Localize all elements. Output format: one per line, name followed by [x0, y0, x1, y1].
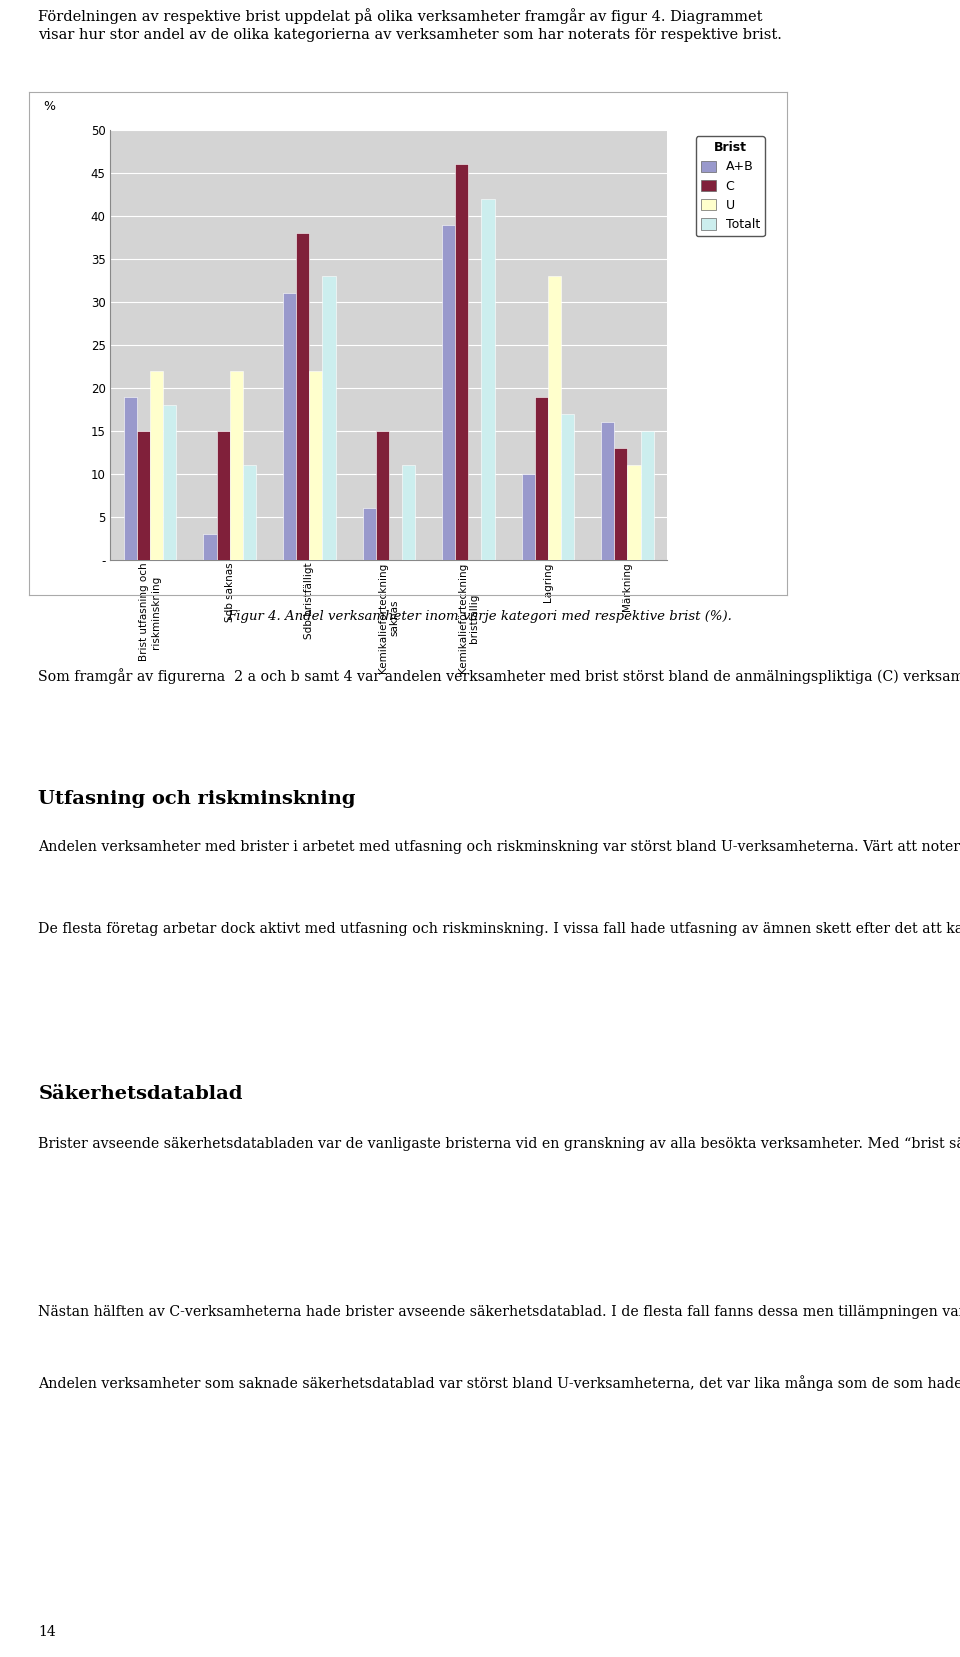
- Bar: [561, 414, 574, 560]
- Bar: [455, 164, 468, 560]
- Text: 14: 14: [38, 1626, 56, 1639]
- Bar: [443, 225, 455, 560]
- Text: Fördelningen av respektive brist uppdelat på olika verksamheter framgår av figur: Fördelningen av respektive brist uppdela…: [38, 8, 782, 43]
- Bar: [482, 199, 494, 560]
- Text: Nästan hälften av C-verksamheterna hade brister avseende säkerhetsdatablad. I de: Nästan hälften av C-verksamheterna hade …: [38, 1306, 960, 1319]
- Bar: [535, 396, 548, 560]
- Text: %: %: [43, 99, 56, 113]
- Bar: [296, 234, 309, 560]
- Bar: [363, 509, 375, 560]
- Bar: [402, 466, 415, 560]
- Bar: [628, 466, 640, 560]
- Bar: [204, 534, 217, 560]
- Bar: [375, 431, 389, 560]
- Bar: [217, 431, 229, 560]
- Bar: [309, 371, 323, 560]
- Text: Utfasning och riskminskning: Utfasning och riskminskning: [38, 790, 356, 809]
- Bar: [601, 423, 614, 560]
- Text: Andelen verksamheter som saknade säkerhetsdatablad var störst bland U-verksamhet: Andelen verksamheter som saknade säkerhe…: [38, 1375, 960, 1390]
- Bar: [323, 277, 335, 560]
- Text: De flesta företag arbetar dock aktivt med utfasning och riskminskning. I vissa f: De flesta företag arbetar dock aktivt me…: [38, 920, 960, 936]
- Bar: [229, 371, 243, 560]
- Bar: [283, 293, 296, 560]
- Bar: [124, 396, 137, 560]
- Legend: A+B, C, U, Totalt: A+B, C, U, Totalt: [696, 136, 765, 237]
- Bar: [137, 431, 150, 560]
- Text: Figur 4. Andel verksamheter inom varje kategori med respektive brist (%).: Figur 4. Andel verksamheter inom varje k…: [228, 610, 732, 623]
- Bar: [163, 406, 177, 560]
- Bar: [521, 474, 535, 560]
- Bar: [243, 466, 256, 560]
- Bar: [614, 447, 628, 560]
- Text: Brister avseende säkerhetsdatabladen var de vanligaste bristerna vid en granskni: Brister avseende säkerhetsdatabladen var…: [38, 1135, 960, 1152]
- Text: Som framgår av figurerna  2 a och b samt 4 var andelen verksamheter med brist st: Som framgår av figurerna 2 a och b samt …: [38, 668, 960, 684]
- Bar: [150, 371, 163, 560]
- Text: Säkerhetsdatablad: Säkerhetsdatablad: [38, 1085, 243, 1104]
- Bar: [640, 431, 654, 560]
- Text: Andelen verksamheter med brister i arbetet med utfasning och riskminskning var s: Andelen verksamheter med brister i arbet…: [38, 840, 960, 853]
- Bar: [548, 277, 561, 560]
